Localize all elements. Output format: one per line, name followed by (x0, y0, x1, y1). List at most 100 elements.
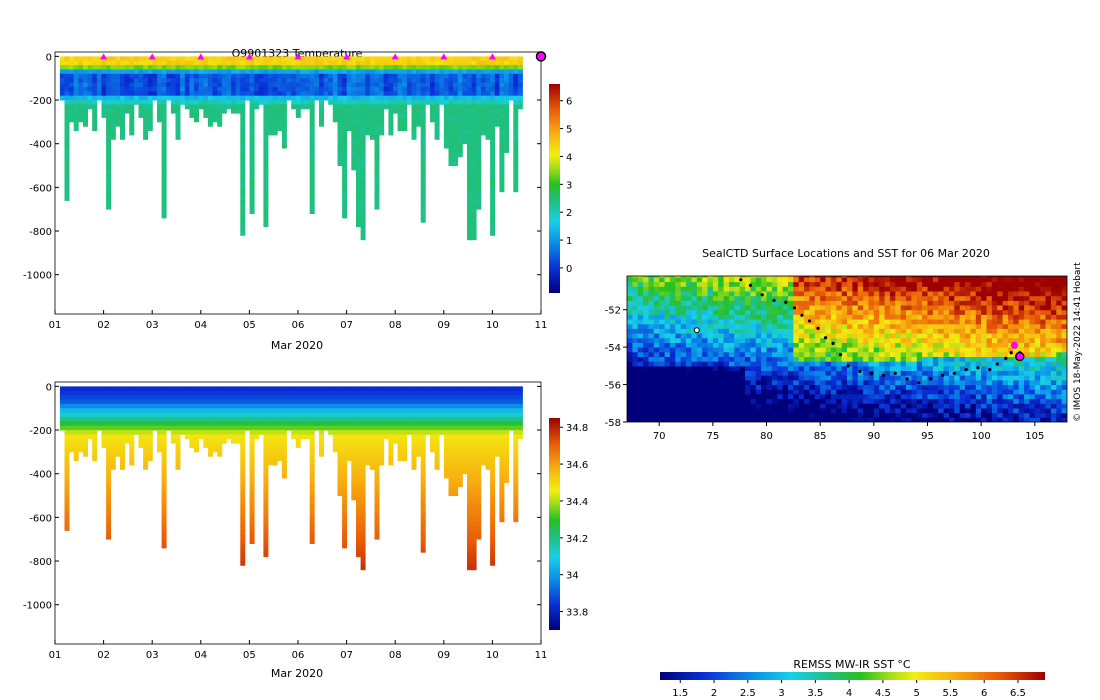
sal-cell (207, 451, 213, 457)
temp-cell (180, 78, 186, 83)
sal-cell (342, 495, 348, 501)
temp-cell (64, 165, 70, 171)
temp-cell (453, 78, 459, 83)
temp-cell (457, 95, 463, 101)
sal-cell (379, 451, 385, 457)
sal-cell (443, 421, 449, 427)
temp-cell (268, 86, 274, 92)
sal-cell (207, 438, 213, 444)
sst-cell (653, 412, 660, 418)
temp-cell (504, 86, 509, 92)
sal-cell (351, 403, 357, 409)
sst-cell (664, 337, 671, 343)
sal-cell (504, 416, 509, 422)
sal-cell (244, 421, 250, 427)
temp-cell (263, 117, 269, 123)
temp-cell (143, 117, 149, 123)
sal-cell (152, 416, 158, 422)
sst-cell (723, 276, 730, 283)
sst-map: 70 75 80 85 90 95 100 105 -52-54-56-58 (605, 275, 1068, 442)
temp-cell (170, 56, 176, 62)
sst-cell (771, 365, 778, 371)
sst-cell (653, 333, 660, 339)
sst-cell (653, 408, 660, 414)
y-tick-label: -800 (29, 227, 52, 238)
sst-cell (745, 337, 751, 343)
sal-cell (115, 416, 121, 422)
sal-cell (388, 386, 394, 392)
sst-cell (718, 417, 725, 422)
sal-cell (64, 412, 70, 418)
sal-cell (374, 430, 380, 435)
sal-cell (337, 478, 343, 483)
temp-cell (485, 73, 491, 79)
sal-cell (480, 447, 486, 453)
sal-cell (194, 408, 199, 413)
sal-cell (268, 395, 274, 400)
temp-cell (133, 82, 139, 88)
temp-cell (101, 69, 107, 75)
sal-cell (240, 399, 246, 405)
temp-cell (420, 178, 426, 184)
sal-cell (92, 425, 98, 431)
temp-cell (490, 78, 496, 83)
sst-cell (696, 276, 703, 278)
sst-cell (755, 281, 762, 287)
sst-cell (659, 403, 666, 409)
sal-cell (194, 438, 199, 444)
sal-cell (309, 451, 315, 457)
sal-cell (443, 469, 449, 475)
sst-cell (755, 384, 762, 390)
sal-cell (508, 399, 514, 405)
temp-cell (212, 108, 218, 114)
sst-cell (637, 286, 644, 292)
temp-cell (416, 56, 422, 62)
sst-cell (627, 295, 633, 301)
temp-cell (240, 73, 246, 79)
sal-cell (166, 390, 172, 396)
sal-cell (342, 421, 348, 427)
sst-cell (750, 295, 757, 301)
sst-cell (632, 276, 639, 278)
sal-cell (337, 408, 343, 413)
temp-cell (235, 104, 241, 110)
temp-cell (268, 56, 274, 62)
sst-cell (782, 370, 789, 376)
sst-cell (755, 286, 762, 292)
sal-cell (106, 456, 112, 461)
colorbar-tick-label: 34.2 (566, 534, 588, 545)
temp-cell (101, 104, 107, 110)
sst-cell (669, 305, 676, 311)
sst-cell (755, 375, 762, 381)
sst-cell (729, 291, 735, 297)
sal-cell (170, 425, 176, 431)
temp-cell (471, 178, 477, 184)
sal-cell (420, 438, 426, 444)
sst-cell (750, 375, 757, 381)
sal-cell (83, 443, 88, 448)
sst-cell (718, 286, 725, 292)
sst-cell (643, 295, 649, 301)
temp-cell (443, 126, 449, 131)
temp-cell (360, 95, 366, 101)
temp-cell (101, 91, 107, 97)
temp-cell (281, 86, 287, 92)
sal-cell (203, 416, 209, 422)
sal-cell (175, 425, 181, 431)
sst-cell (669, 276, 676, 283)
sal-cell (467, 390, 472, 396)
temp-cell (106, 113, 112, 118)
sst-cell (734, 333, 741, 339)
sst-cell (632, 375, 639, 381)
sal-cell (416, 421, 422, 427)
sst-cell (637, 347, 644, 353)
sst-cell (761, 347, 767, 353)
temp-cell (249, 196, 255, 201)
temp-cell (78, 91, 84, 97)
sst-cell (734, 356, 741, 362)
sal-cell (351, 443, 357, 448)
sal-cell (161, 465, 167, 470)
temp-cell (499, 121, 505, 127)
temp-cell (115, 108, 121, 114)
sal-cell (420, 460, 426, 466)
